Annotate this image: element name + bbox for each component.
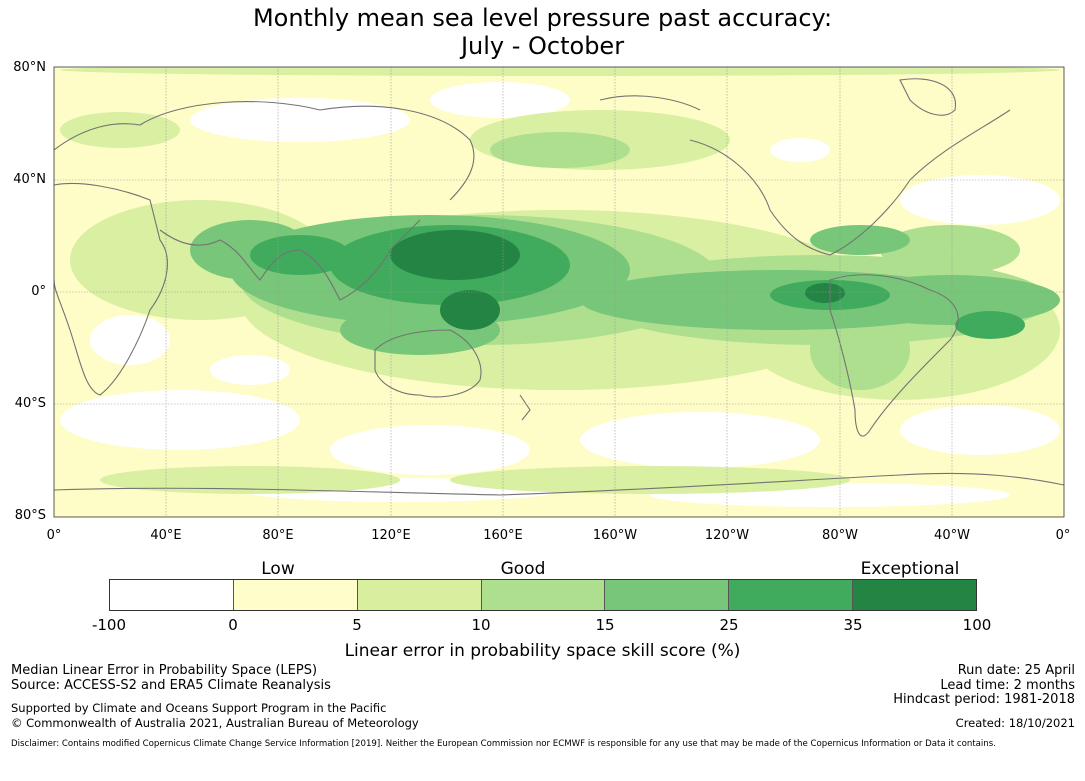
lat-label-80n: 80°N [13, 60, 46, 75]
colorbar-segment-5 [729, 580, 854, 610]
colorbar-tick: 0 [228, 616, 238, 634]
lead-time: Lead time: 2 months [940, 678, 1075, 693]
lon-label-40e: 40°E [150, 528, 182, 543]
lon-label-160w: 160°W [592, 528, 638, 543]
lat-label-40s: 40°S [14, 396, 46, 411]
hindcast-period: Hindcast period: 1981-2018 [893, 692, 1075, 707]
lon-label-120e: 120°E [371, 528, 411, 543]
colorbar-tick: 25 [719, 616, 739, 634]
colorbar-segment-3 [481, 580, 606, 610]
colorbar-tick: 10 [471, 616, 491, 634]
leps-description: Median Linear Error in Probability Space… [11, 663, 318, 678]
data-source: Source: ACCESS-S2 and ERA5 Climate Reana… [11, 678, 331, 693]
lat-label-equator: 0° [31, 284, 46, 299]
colorbar-tick: 100 [962, 616, 992, 634]
lon-label-0-east: 0° [1055, 528, 1071, 543]
colorbar-label: Linear error in probability space skill … [344, 641, 741, 661]
colorbar [109, 579, 977, 611]
colorbar-tick: -100 [91, 616, 127, 634]
colorbar-segment-0 [110, 580, 234, 610]
lat-label-80s: 80°S [14, 508, 46, 523]
colorbar-tick: 15 [595, 616, 615, 634]
colorbar-segment-1 [233, 580, 358, 610]
graticule [54, 67, 1064, 517]
lon-label-0-west: 0° [46, 528, 62, 543]
colorbar-tick: 35 [843, 616, 863, 634]
colorbar-segment-6 [853, 580, 977, 610]
title-line-2: July - October [460, 32, 625, 60]
lon-label-80e: 80°E [262, 528, 294, 543]
lon-label-80w: 80°W [822, 528, 858, 543]
category-exceptional: Exceptional [860, 559, 960, 579]
category-good: Good [500, 559, 546, 579]
skill-map [53, 66, 1065, 518]
skill-35-100-regions [390, 230, 845, 330]
lon-label-160e: 160°E [483, 528, 523, 543]
run-date: Run date: 25 April [957, 663, 1075, 678]
copyright-text: © Commonwealth of Australia 2021, Austra… [11, 716, 419, 730]
category-low: Low [261, 559, 295, 579]
lon-label-120w: 120°W [704, 528, 750, 543]
created-date: Created: 18/10/2021 [955, 716, 1075, 730]
lon-label-40w: 40°W [934, 528, 970, 543]
coastlines [54, 78, 1064, 496]
support-text: Supported by Climate and Oceans Support … [11, 701, 387, 715]
chart-title: Monthly mean sea level pressure past acc… [0, 4, 1085, 60]
lat-label-40n: 40°N [13, 172, 46, 187]
map-frame [53, 66, 1065, 518]
disclaimer: Disclaimer: Contains modified Copernicus… [11, 739, 996, 749]
colorbar-segment-2 [357, 580, 482, 610]
colorbar-tick: 5 [352, 616, 362, 634]
colorbar-segment-4 [605, 580, 730, 610]
title-line-1: Monthly mean sea level pressure past acc… [252, 4, 833, 32]
